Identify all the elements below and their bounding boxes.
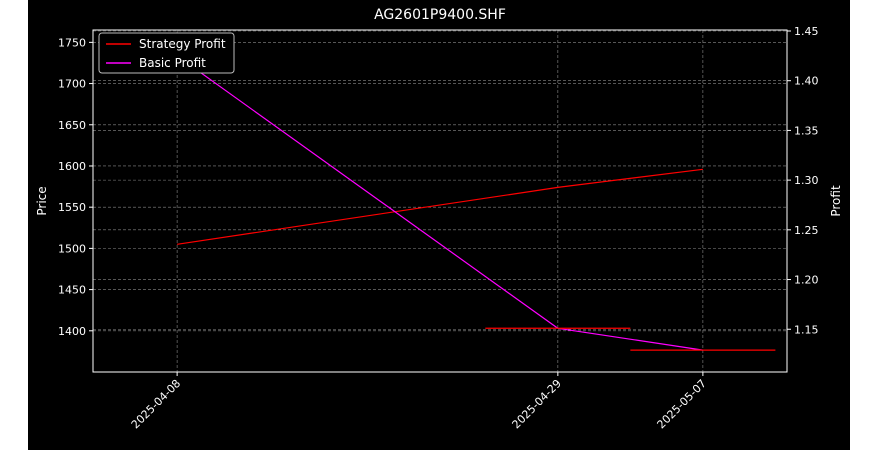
- chart-title: AG2601P9400.SHF: [374, 7, 506, 23]
- grid-lines: [93, 30, 787, 372]
- series-line: [177, 168, 703, 245]
- y-tick-label-left: 1550: [58, 201, 86, 214]
- y-tick-label-right: 1.35: [794, 124, 819, 137]
- plot-frame: [92, 29, 788, 373]
- y-tick-label-left: 1700: [58, 78, 86, 91]
- y-axis-label-left: Price: [35, 186, 49, 215]
- y-tick-label-right: 1.15: [794, 323, 819, 336]
- y-tick-label-left: 1450: [58, 284, 86, 297]
- y-tick-label-left: 1600: [58, 160, 86, 173]
- legend-label: Basic Profit: [139, 56, 206, 70]
- y-tick-label-right: 1.30: [794, 174, 819, 187]
- y-tick-label-right: 1.20: [794, 274, 819, 287]
- y-tick-label-left: 1400: [58, 325, 86, 338]
- y-tick-label-right: 1.25: [794, 224, 819, 237]
- y-tick-label-left: 1500: [58, 242, 86, 255]
- y-tick-label-right: 1.45: [794, 25, 819, 38]
- y-axis-label-right: Profit: [829, 185, 843, 217]
- figure-background: [28, 0, 850, 450]
- legend-box: [98, 32, 235, 74]
- y-tick-label-right: 1.40: [794, 75, 819, 88]
- y-tick-label-left: 1650: [58, 119, 86, 132]
- y-tick-label-left: 1750: [58, 36, 86, 49]
- legend: Strategy Profit Basic Profit: [98, 32, 235, 74]
- legend-label: Strategy Profit: [139, 37, 226, 51]
- plot-lines: [176, 55, 776, 351]
